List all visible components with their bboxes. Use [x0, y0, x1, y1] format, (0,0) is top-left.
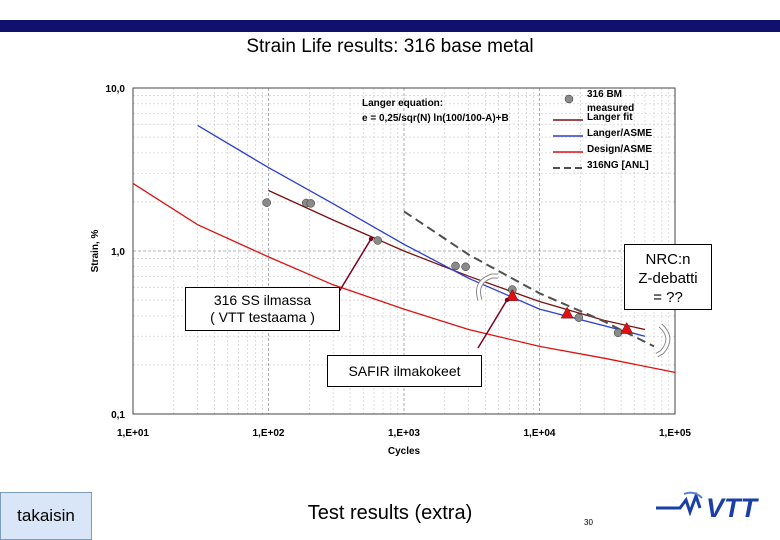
ss-air-callout: 316 SS ilmassa ( VTT testaama )	[185, 287, 340, 331]
back-button[interactable]: takaisin	[0, 492, 92, 540]
data-point-triangle	[620, 321, 634, 334]
equation-annotation-line: e = 0,25/sqr(N) ln(100/100-A)+B	[362, 113, 509, 124]
legend-label: Langer fit	[587, 112, 633, 123]
data-point-measured	[373, 236, 382, 245]
legend-label: 316 BM	[587, 89, 622, 100]
y-axis-label: Strain, %	[90, 230, 101, 273]
legend-label: Design/ASME	[587, 144, 652, 155]
nrc-callout-line1: NRC:n	[645, 251, 691, 268]
series-line-316ng-anl-	[403, 210, 655, 348]
series-line-design-asme	[132, 182, 676, 374]
x-tick-label: 1,E+01	[117, 428, 149, 439]
data-point-measured	[262, 198, 271, 207]
callout-arrow-ss-air-head	[368, 236, 374, 242]
x-tick-label: 1,E+05	[659, 428, 691, 439]
legend-label: measured	[587, 103, 634, 114]
nrc-callout-line2: Z-debatti	[638, 270, 698, 287]
data-point-measured	[451, 261, 460, 271]
callout-arrow-safir-head	[504, 297, 510, 303]
safir-callout-text: SAFIR ilmakokeet	[348, 363, 461, 379]
safir-callout: SAFIR ilmakokeet	[327, 355, 482, 387]
legend-label: 316NG [ANL]	[587, 160, 649, 171]
callout-arrow-ss-air	[333, 238, 372, 301]
vtt-logo: VTT	[650, 488, 770, 524]
data-point-triangle	[560, 306, 574, 319]
page-number: 30	[584, 518, 593, 527]
legend-label: Langer/ASME	[587, 128, 652, 139]
callout-arrow-safir	[477, 299, 508, 349]
data-point-measured	[306, 199, 315, 208]
data-point-measured	[461, 262, 470, 272]
curved-arrow-right-inner	[656, 324, 670, 357]
footer-title: Test results (extra)	[307, 502, 473, 524]
top-bar	[0, 20, 780, 32]
ss-air-callout-line1: 316 SS ilmassa	[213, 292, 312, 308]
ss-air-callout-line2: ( VTT testaama )	[210, 309, 315, 325]
equation-annotation-line: Langer equation:	[362, 98, 443, 109]
y-tick-label: 10,0	[106, 84, 126, 95]
vtt-logo-text: VTT	[706, 493, 760, 523]
x-tick-label: 1,E+02	[253, 428, 285, 439]
y-tick-label: 1,0	[111, 247, 125, 258]
slide-title: Strain Life results: 316 base metal	[246, 36, 534, 57]
data-point-triangle	[505, 289, 519, 301]
curved-arrow-left-inner	[477, 274, 498, 301]
nrc-callout: NRC:n Z-debatti = ??	[624, 244, 712, 310]
series-line-langer-asme	[197, 124, 646, 337]
curved-arrow-left	[476, 273, 498, 301]
nrc-callout-line3: = ??	[653, 289, 683, 306]
y-tick-label: 0,1	[111, 410, 125, 421]
legend-marker-measured	[564, 94, 574, 104]
x-tick-label: 1,E+03	[388, 428, 420, 439]
data-point-measured	[574, 313, 584, 322]
x-tick-label: 1,E+04	[524, 428, 556, 439]
x-axis-label: Cycles	[388, 446, 421, 457]
